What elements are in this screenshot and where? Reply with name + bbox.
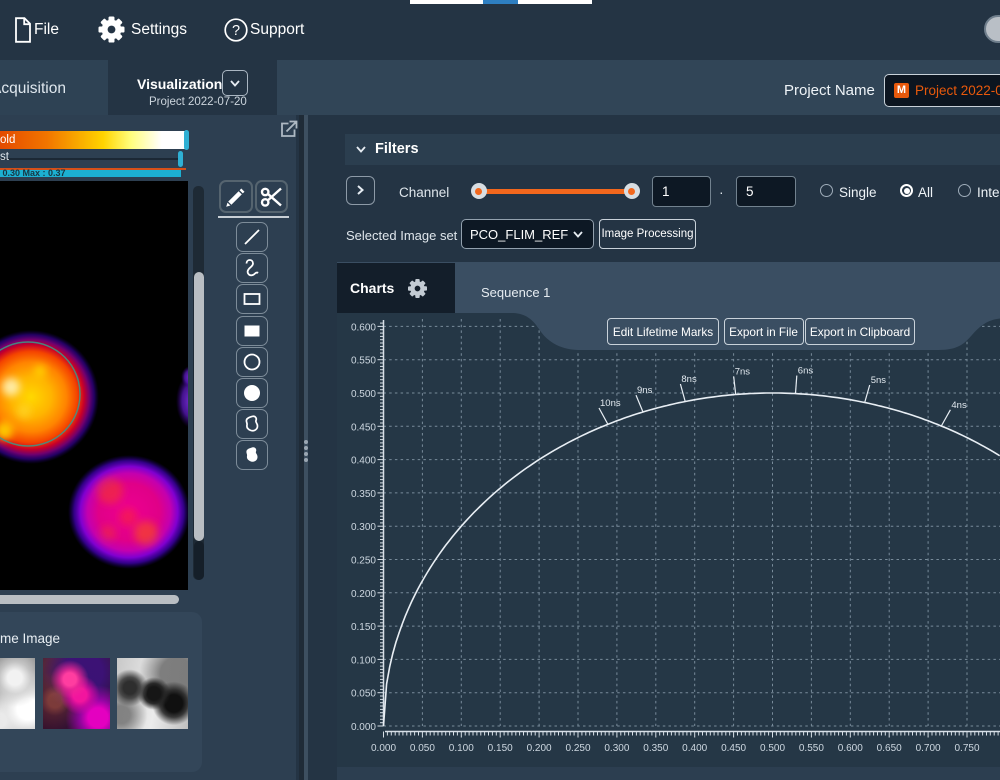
svg-text:6ns: 6ns xyxy=(798,366,814,377)
svg-text:0.600: 0.600 xyxy=(351,322,376,333)
svg-text:0.700: 0.700 xyxy=(916,743,941,754)
svg-text:?: ? xyxy=(232,23,240,39)
svg-text:10ns: 10ns xyxy=(600,398,621,409)
svg-text:0.050: 0.050 xyxy=(351,689,376,700)
svg-text:4ns: 4ns xyxy=(951,400,967,411)
svg-text:0.450: 0.450 xyxy=(721,743,746,754)
svg-text:0.300: 0.300 xyxy=(351,522,376,533)
svg-text:0.350: 0.350 xyxy=(351,489,376,500)
svg-text:0.250: 0.250 xyxy=(565,743,590,754)
svg-text:0.350: 0.350 xyxy=(643,743,668,754)
svg-text:0.500: 0.500 xyxy=(351,389,376,400)
svg-text:7ns: 7ns xyxy=(735,367,751,378)
svg-text:0.200: 0.200 xyxy=(351,589,376,600)
svg-text:0.550: 0.550 xyxy=(351,356,376,367)
svg-text:0.100: 0.100 xyxy=(351,655,376,666)
svg-text:0.550: 0.550 xyxy=(799,743,824,754)
svg-text:9ns: 9ns xyxy=(637,385,653,396)
svg-text:0.200: 0.200 xyxy=(527,743,552,754)
svg-text:0.400: 0.400 xyxy=(351,456,376,467)
svg-text:0.650: 0.650 xyxy=(877,743,902,754)
svg-text:0.050: 0.050 xyxy=(410,743,435,754)
svg-text:0.450: 0.450 xyxy=(351,422,376,433)
svg-text:0.000: 0.000 xyxy=(351,722,376,733)
svg-text:0.600: 0.600 xyxy=(838,743,863,754)
svg-text:8ns: 8ns xyxy=(681,374,697,385)
svg-text:0.300: 0.300 xyxy=(604,743,629,754)
svg-text:0.100: 0.100 xyxy=(449,743,474,754)
svg-text:0.250: 0.250 xyxy=(351,556,376,567)
svg-text:5ns: 5ns xyxy=(871,375,887,386)
svg-text:0.150: 0.150 xyxy=(488,743,513,754)
svg-text:0.000: 0.000 xyxy=(371,743,396,754)
svg-text:0.150: 0.150 xyxy=(351,622,376,633)
svg-text:0.500: 0.500 xyxy=(760,743,785,754)
svg-text:0.750: 0.750 xyxy=(954,743,979,754)
svg-text:0.400: 0.400 xyxy=(682,743,707,754)
